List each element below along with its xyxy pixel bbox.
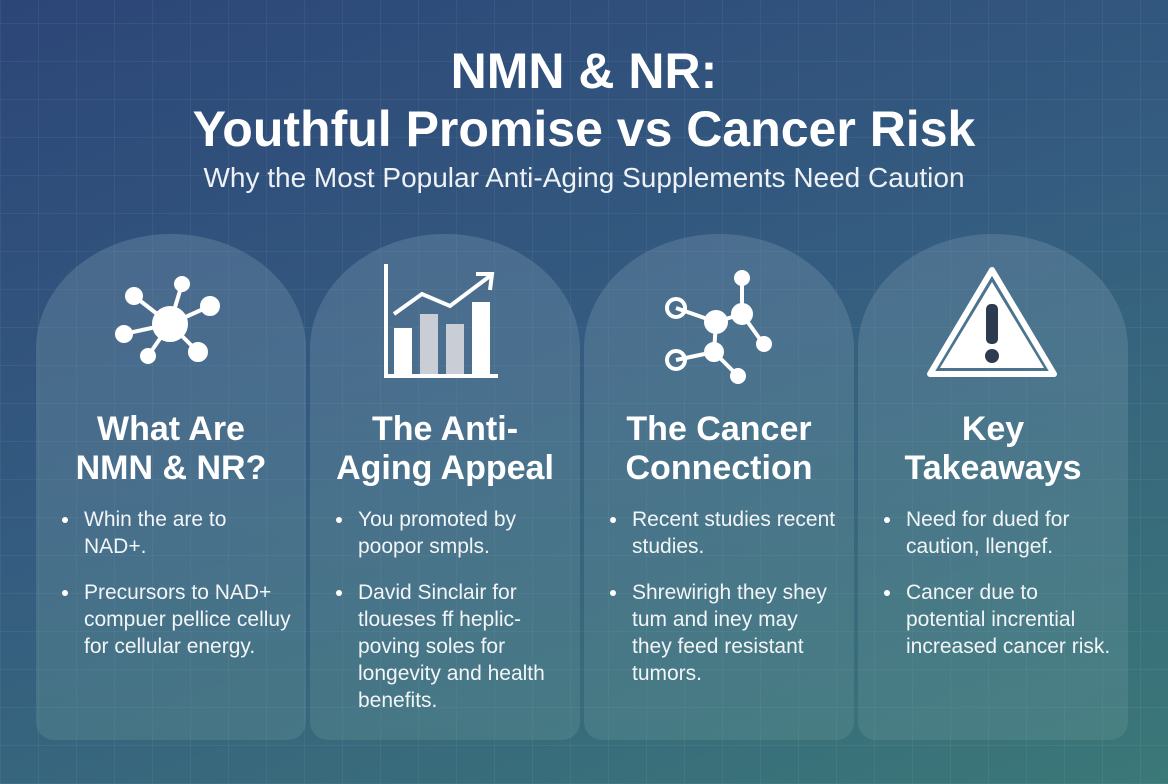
bullet-list: Whin the are to NAD+. Precursors to NAD+ … <box>58 506 294 679</box>
title-line: Youthful Promise vs Cancer Risk <box>192 101 976 157</box>
card: The Cancer Connection Recent studies rece… <box>584 234 854 740</box>
growth-chart-icon <box>384 264 498 378</box>
bullet-list: Need for dued for caution, llengef. Cance… <box>880 506 1116 679</box>
network-icon <box>665 270 772 384</box>
heading-line: Key <box>961 410 1025 448</box>
heading-line: What Are <box>97 410 245 448</box>
card: The Anti- Aging Appeal You promoted by po… <box>310 234 580 740</box>
bullet: You promoted by poopor smpls. <box>332 506 568 560</box>
bullet: David Sinclair for tloueses ff heplic-po… <box>332 579 568 714</box>
bullet: Precursors to NAD+ compuer pellice cellu… <box>58 579 294 660</box>
subtitle: Why the Most Popular Anti-Aging Suppleme… <box>203 162 965 193</box>
heading-line: NMN & NR? <box>75 449 267 487</box>
card-heading: The Anti- Aging Appeal <box>310 410 580 488</box>
bullet: Cancer due to potential incrential incre… <box>880 579 1116 660</box>
molecule-icon <box>115 276 220 364</box>
heading-line: Takeaways <box>904 449 1082 487</box>
heading-line: The Anti- <box>371 410 519 448</box>
bullet: Whin the are to NAD+. <box>58 506 294 560</box>
bullet-list: You promoted by poopor smpls. David Sincl… <box>332 506 568 733</box>
title-line: NMN & NR: <box>450 43 718 99</box>
card-heading: Key Takeaways <box>858 410 1128 488</box>
card: What Are NMN & NR? Whin the are to NAD+. P… <box>36 234 306 740</box>
bullet-list: Recent studies recent studies. Shrewirigh… <box>606 506 842 706</box>
card-heading: What Are NMN & NR? <box>36 410 306 488</box>
bullet: Need for dued for caution, llengef. <box>880 506 1116 560</box>
card: Key Takeaways Need for dued for caution, … <box>858 234 1128 740</box>
warning-icon <box>927 267 1057 377</box>
heading-line: The Cancer <box>626 410 812 448</box>
bullet: Shrewirigh they shey tum and iney may th… <box>606 579 842 687</box>
heading-line: Connection <box>625 449 813 487</box>
card-heading: The Cancer Connection <box>584 410 854 488</box>
heading-line: Aging Appeal <box>336 449 554 487</box>
bullet: Recent studies recent studies. <box>606 506 842 560</box>
